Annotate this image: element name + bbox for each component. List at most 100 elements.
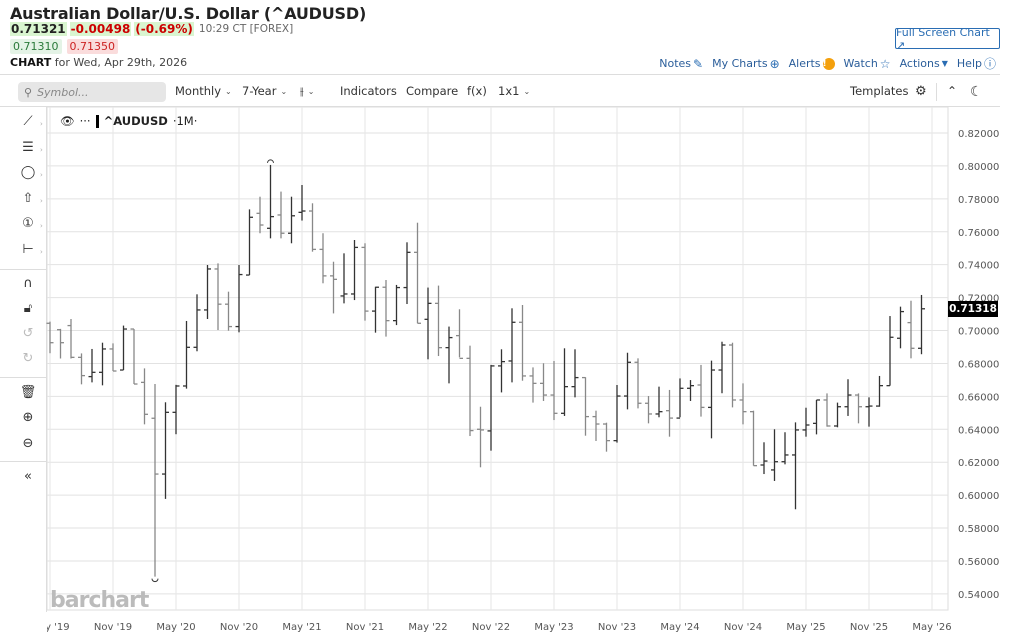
ohlc-bar <box>403 242 411 305</box>
y-tick-label: 0.82000 <box>958 129 999 140</box>
ohlc-bar <box>372 286 379 333</box>
fibonacci-tool-icon[interactable]: ☰ <box>22 140 34 155</box>
ohlc-bar <box>561 348 568 416</box>
ohlc-bar <box>214 263 222 331</box>
star-icon: ☆ <box>879 56 891 71</box>
collapse-header-icon[interactable]: ⌃ <box>947 84 958 98</box>
ohlc-bar <box>267 164 274 239</box>
templates-button[interactable]: Templates <box>850 84 909 98</box>
trash-icon[interactable]: 🗑︎ <box>19 385 37 400</box>
chart-date-line: CHART for Wed, Apr 29th, 2026 <box>10 56 187 69</box>
full-screen-chart-button[interactable]: Full Screen Chart ↗ <box>895 26 1000 52</box>
annotation-number-icon[interactable]: ① <box>22 216 34 231</box>
actions-menu[interactable]: Actions ▼ <box>900 57 948 70</box>
magnet-icon[interactable]: ∩ <box>23 276 33 291</box>
more-options-icon[interactable]: ··· <box>79 114 91 128</box>
ohlc-bar <box>813 399 820 435</box>
divider <box>0 74 1000 75</box>
ohlc-bar <box>655 386 663 418</box>
eye-icon[interactable]: 👁︎ <box>60 114 75 128</box>
low-marker <box>151 578 159 583</box>
ohlc-bar <box>393 284 400 326</box>
ohlc-bar <box>876 375 883 407</box>
actions-label: Actions <box>899 57 940 70</box>
chart-date: for Wed, Apr 29th, 2026 <box>54 56 188 69</box>
ohlc-bar <box>57 328 64 359</box>
ohlc-bar <box>340 253 348 304</box>
unlock-icon[interactable]: 🔓︎ <box>23 301 33 316</box>
watch-link[interactable]: Watch ☆ <box>844 57 891 71</box>
bid-ask: 0.71310 0.71350 <box>10 39 118 54</box>
plot-border <box>46 106 949 611</box>
divider <box>0 269 46 270</box>
expand-arrow-icon[interactable]: › <box>40 248 43 256</box>
ohlc-bar <box>256 196 264 234</box>
expand-arrow-icon[interactable]: › <box>40 146 43 154</box>
ohlc-bar <box>550 360 558 421</box>
symbol-search-input[interactable]: ⚲ Symbol... <box>18 82 166 102</box>
zoom-in-icon[interactable]: ⊕ <box>22 410 34 425</box>
expand-arrow-icon[interactable]: › <box>40 171 43 179</box>
ohlc-bar <box>351 239 358 301</box>
divider <box>0 377 46 378</box>
search-placeholder: Symbol... <box>37 85 89 99</box>
plus-circle-icon: ⊕ <box>769 56 780 71</box>
ohlc-bar <box>886 316 894 387</box>
x-tick-label: May '26 <box>912 622 951 633</box>
alerts-label: Alerts <box>788 57 821 70</box>
trendline-tool-icon[interactable]: ⟋ <box>23 114 33 129</box>
settings-gear-icon[interactable]: ⚙ <box>915 84 927 99</box>
ohlc-bar <box>288 196 295 244</box>
y-tick-label: 0.70000 <box>958 327 999 338</box>
zoom-out-icon[interactable]: ⊖ <box>22 436 34 451</box>
alert-icon: ! <box>822 57 835 70</box>
range-dropdown[interactable]: 7-Year ⌄ <box>242 84 287 98</box>
ohlc-bar <box>204 265 211 319</box>
shape-tool-icon[interactable]: ◯ <box>20 165 36 180</box>
ohlc-bar <box>172 384 180 435</box>
ohlc-bar <box>613 385 621 443</box>
ohlc-bar <box>225 291 232 331</box>
ohlc-bar <box>309 203 316 252</box>
ohlc-bar <box>361 243 369 321</box>
ohlc-bar <box>645 396 652 424</box>
expand-arrow-icon[interactable]: › <box>40 222 43 230</box>
axis-mask <box>0 612 47 635</box>
chart-type-dropdown[interactable]: ⫲ ⌄ <box>300 84 314 99</box>
ohlc-bar <box>477 406 484 468</box>
ohlc-bar <box>151 384 159 577</box>
chevron-down-icon: ⌄ <box>280 86 288 96</box>
ohlc-bar <box>708 360 715 439</box>
help-link[interactable]: Help ⓘ <box>957 55 996 72</box>
barchart-logo: barchart <box>50 588 149 613</box>
ohlc-bar <box>46 321 54 354</box>
arrow-up-tool-icon[interactable]: ⇧ <box>22 191 34 206</box>
my-charts-link[interactable]: My Charts ⊕ <box>712 57 780 71</box>
y-tick-label: 0.58000 <box>958 524 999 535</box>
redo-icon[interactable]: ↻ <box>22 351 34 366</box>
collapse-toolbar-icon[interactable]: « <box>24 469 32 484</box>
x-tick-label: Nov '24 <box>724 622 762 633</box>
ohlc-bar <box>750 410 757 467</box>
x-tick-label: Nov '21 <box>346 622 384 633</box>
ohlc-bar <box>529 367 537 403</box>
x-tick-label: Nov '25 <box>850 622 888 633</box>
compare-button[interactable]: Compare <box>406 84 459 98</box>
dark-mode-moon-icon[interactable]: ☾ <box>970 84 983 100</box>
indicators-button[interactable]: Indicators <box>340 84 397 98</box>
expand-arrow-icon[interactable]: › <box>40 120 43 128</box>
legend-interval: ·1M· <box>172 114 198 128</box>
layout-label: 1x1 <box>498 84 520 98</box>
ohlc-bar <box>67 318 75 359</box>
measure-tool-icon[interactable]: ⊢ <box>22 242 34 257</box>
layout-dropdown[interactable]: 1x1 ⌄ <box>498 84 530 98</box>
undo-icon[interactable]: ↺ <box>22 326 34 341</box>
period-dropdown[interactable]: Monthly ⌄ <box>175 84 232 98</box>
expand-arrow-icon[interactable]: › <box>40 197 43 205</box>
ohlc-bar <box>865 397 873 427</box>
alerts-link[interactable]: Alerts! <box>789 57 835 70</box>
fx-button[interactable]: f(x) <box>467 84 487 98</box>
notes-link[interactable]: Notes ✎ <box>659 57 703 71</box>
last-price: 0.71321 <box>10 22 67 36</box>
